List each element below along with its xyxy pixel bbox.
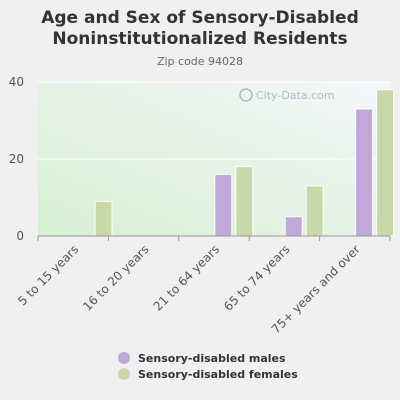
bar-males[interactable] [355,108,374,237]
x-tick-label: 21 to 64 years [151,242,222,313]
legend: Sensory-disabled males Sensory-disabled … [118,350,298,382]
y-tick-label: 40 [9,75,24,89]
chart-title: Age and Sex of Sensory-Disabled Noninsti… [41,8,359,49]
bar-males[interactable] [214,173,233,237]
legend-item-males: Sensory-disabled males [118,350,298,366]
watermark-text: City-Data.com [256,89,335,102]
legend-label-males: Sensory-disabled males [138,351,286,365]
y-tick-label: 0 [16,229,24,243]
bar-females[interactable] [305,185,324,237]
bar-males[interactable] [284,216,303,237]
x-tick-label: 16 to 20 years [80,242,151,313]
legend-swatch-males [118,352,130,364]
x-tick-label: 65 to 74 years [221,242,292,313]
x-tick-label: 5 to 15 years [15,242,81,308]
chart-subtitle: Zip code 94028 [156,55,244,68]
watermark: City-Data.com [239,88,335,102]
bar-females[interactable] [376,89,395,237]
legend-label-females: Sensory-disabled females [138,367,298,381]
y-tick-label: 20 [9,152,24,166]
legend-item-females: Sensory-disabled females [118,366,298,382]
legend-swatch-females [118,368,130,380]
bar-females[interactable] [94,200,113,237]
bar-females[interactable] [235,166,254,237]
